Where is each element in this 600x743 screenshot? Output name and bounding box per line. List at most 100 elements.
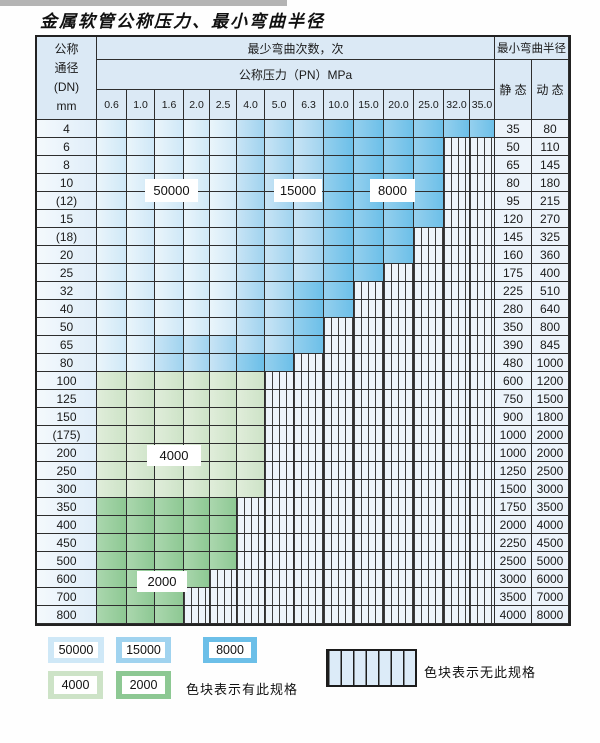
spec-zone-cell	[127, 138, 155, 156]
no-spec-cell	[265, 552, 294, 570]
spec-zone-cell	[127, 606, 155, 624]
dynamic-value-cell: 4500	[532, 534, 569, 552]
no-spec-cell	[444, 498, 470, 516]
no-spec-cell	[384, 318, 414, 336]
spec-zone-cell	[265, 210, 294, 228]
spec-zone-cell	[155, 354, 184, 372]
pressure-col-header: 0.6	[97, 90, 127, 120]
spec-zone-cell	[155, 138, 184, 156]
spec-zone-cell	[324, 228, 354, 246]
spec-zone-cell	[97, 300, 127, 318]
spec-zone-cell	[265, 354, 294, 372]
dn-cell: 400	[37, 516, 97, 534]
dynamic-value-cell: 145	[532, 156, 569, 174]
spec-zone-cell	[184, 210, 210, 228]
spec-zone-cell	[184, 570, 210, 588]
no-spec-cell	[324, 318, 354, 336]
spec-zone-cell	[210, 138, 237, 156]
spec-zone-cell	[184, 498, 210, 516]
pressure-table: 公称 通径 (DN) mm 最少弯曲次数，次 最小弯曲半径 公称压力（PN）MP…	[35, 35, 571, 626]
pressure-col-header: 35.0	[470, 90, 495, 120]
dn-cell: 350	[37, 498, 97, 516]
static-value-cell: 120	[495, 210, 532, 228]
no-spec-cell	[414, 552, 444, 570]
dn-cell: 40	[37, 300, 97, 318]
no-spec-cell	[354, 444, 384, 462]
no-spec-cell	[384, 444, 414, 462]
spec-zone-cell	[210, 120, 237, 138]
no-spec-cell	[444, 336, 470, 354]
no-spec-cell	[354, 498, 384, 516]
spec-zone-cell	[237, 336, 265, 354]
spec-zone-cell	[97, 552, 127, 570]
spec-zone-cell	[155, 480, 184, 498]
dn-cell: 200	[37, 444, 97, 462]
no-spec-cell	[324, 426, 354, 444]
spec-zone-cell	[127, 120, 155, 138]
dn-header-line: mm	[56, 99, 77, 113]
spec-zone-cell	[97, 426, 127, 444]
static-value-cell: 160	[495, 246, 532, 264]
no-spec-cell	[444, 156, 470, 174]
no-spec-cell	[470, 588, 495, 606]
spec-zone-cell	[97, 210, 127, 228]
legend-swatch-label: 8000	[209, 642, 251, 658]
dynamic-value-cell: 1000	[532, 354, 569, 372]
spec-zone-cell	[97, 318, 127, 336]
no-spec-cell	[444, 264, 470, 282]
spec-zone-cell	[155, 372, 184, 390]
spec-zone-cell	[324, 282, 354, 300]
spec-zone-cell	[237, 192, 265, 210]
spec-zone-cell	[184, 228, 210, 246]
no-spec-cell	[444, 606, 470, 624]
spec-zone-cell	[127, 318, 155, 336]
no-spec-cell	[470, 570, 495, 588]
spec-zone-cell	[324, 120, 354, 138]
static-value-cell: 750	[495, 390, 532, 408]
no-spec-cell	[384, 372, 414, 390]
no-spec-cell	[384, 300, 414, 318]
no-spec-cell	[384, 282, 414, 300]
pressure-col-header: 20.0	[384, 90, 414, 120]
no-spec-cell	[414, 336, 444, 354]
spec-zone-cell	[155, 228, 184, 246]
no-spec-cell	[265, 462, 294, 480]
legend-swatch-label: 2000	[122, 676, 165, 694]
spec-zone-cell	[210, 372, 237, 390]
no-spec-cell	[470, 552, 495, 570]
static-value-cell: 2000	[495, 516, 532, 534]
dynamic-value-cell: 110	[532, 138, 569, 156]
legend-no-spec-text: 色块表示无此规格	[424, 665, 537, 680]
spec-zone-cell	[127, 498, 155, 516]
pressure-col-header: 32.0	[444, 90, 470, 120]
spec-zone-cell	[155, 156, 184, 174]
spec-zone-cell	[384, 156, 414, 174]
dn-cell: (175)	[37, 426, 97, 444]
spec-zone-cell	[127, 210, 155, 228]
dynamic-value-cell: 325	[532, 228, 569, 246]
pressure-col-header: 1.0	[127, 90, 155, 120]
spec-zone-cell	[414, 210, 444, 228]
static-value-cell: 3000	[495, 570, 532, 588]
pressure-col-header: 2.0	[184, 90, 210, 120]
spec-zone-cell	[210, 246, 237, 264]
dn-cell: 800	[37, 606, 97, 624]
spec-zone-cell	[97, 390, 127, 408]
no-spec-cell	[237, 552, 265, 570]
no-spec-cell	[444, 210, 470, 228]
spec-zone-cell	[97, 408, 127, 426]
spec-zone-cell	[324, 300, 354, 318]
spec-zone-cell	[97, 498, 127, 516]
no-spec-cell	[470, 192, 495, 210]
no-spec-cell	[414, 300, 444, 318]
no-spec-cell	[470, 210, 495, 228]
spec-zone-cell	[210, 444, 237, 462]
spec-zone-cell	[97, 120, 127, 138]
no-spec-cell	[470, 354, 495, 372]
dynamic-value-cell: 2000	[532, 444, 569, 462]
bend-cycles-header: 最少弯曲次数，次	[97, 37, 495, 60]
spec-zone-cell	[265, 120, 294, 138]
spec-zone-cell	[97, 192, 127, 210]
no-spec-cell	[324, 588, 354, 606]
no-spec-cell	[414, 426, 444, 444]
